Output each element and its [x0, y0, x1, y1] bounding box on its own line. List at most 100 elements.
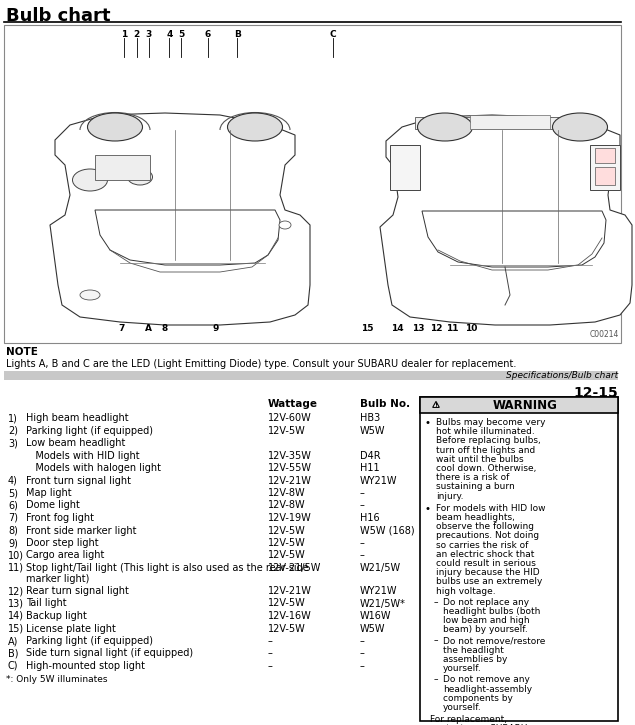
Text: H16: H16 — [360, 513, 380, 523]
Text: 12V-5W: 12V-5W — [268, 538, 305, 548]
Text: 8): 8) — [8, 526, 18, 536]
Bar — [390, 145, 420, 190]
Text: W5W: W5W — [360, 426, 385, 436]
Text: High beam headlight: High beam headlight — [26, 413, 129, 423]
Text: turn off the lights and: turn off the lights and — [436, 446, 535, 455]
Text: wait until the bulbs: wait until the bulbs — [436, 455, 524, 464]
Text: 15): 15) — [8, 624, 24, 634]
Ellipse shape — [279, 221, 291, 229]
Text: 12V-5W: 12V-5W — [268, 599, 305, 608]
Text: beam headlights,: beam headlights, — [436, 513, 515, 522]
Text: observe the following: observe the following — [436, 522, 534, 531]
Text: Door step light: Door step light — [26, 538, 98, 548]
Text: W21/5W: W21/5W — [360, 563, 401, 573]
Text: Front turn signal light: Front turn signal light — [26, 476, 131, 486]
Text: Front fog light: Front fog light — [26, 513, 94, 523]
Polygon shape — [380, 115, 632, 325]
Text: C): C) — [8, 661, 18, 671]
Text: high voltage.: high voltage. — [436, 587, 496, 596]
Bar — [4, 371, 618, 380]
Text: headlight bulbs (both: headlight bulbs (both — [443, 607, 540, 616]
Text: –: – — [434, 637, 439, 645]
Text: 12V-55W: 12V-55W — [268, 463, 312, 473]
Text: an electric shock that: an electric shock that — [436, 550, 535, 559]
Text: Bulbs may become very: Bulbs may become very — [436, 418, 545, 427]
Text: W21/5W*: W21/5W* — [360, 599, 406, 608]
Text: –: – — [360, 648, 365, 658]
Text: 3: 3 — [146, 30, 152, 39]
Bar — [590, 145, 620, 190]
Text: –: – — [268, 636, 273, 646]
Text: 2: 2 — [133, 30, 140, 39]
Text: yourself.: yourself. — [443, 703, 482, 712]
Text: 1): 1) — [8, 413, 18, 423]
Text: License plate light: License plate light — [26, 624, 116, 634]
Text: Parking light (if equipped): Parking light (if equipped) — [26, 636, 153, 646]
Ellipse shape — [72, 169, 107, 191]
Text: Stop light/Tail light (This light is also used as the rear side: Stop light/Tail light (This light is als… — [26, 563, 309, 573]
Text: 12-15: 12-15 — [573, 386, 618, 400]
Text: A: A — [145, 324, 152, 333]
Text: •: • — [425, 418, 431, 428]
Polygon shape — [50, 113, 310, 325]
Ellipse shape — [128, 169, 152, 185]
Text: 2): 2) — [8, 426, 18, 436]
Bar — [595, 167, 615, 185]
Text: W5W (168): W5W (168) — [360, 526, 415, 536]
Text: Front side marker light: Front side marker light — [26, 526, 137, 536]
Polygon shape — [432, 402, 439, 407]
Text: Dome light: Dome light — [26, 500, 80, 510]
Text: 9): 9) — [8, 538, 18, 548]
Text: H11: H11 — [360, 463, 380, 473]
Text: –: – — [360, 550, 365, 560]
Text: C00214: C00214 — [590, 330, 619, 339]
Text: 12V-8W: 12V-8W — [268, 500, 305, 510]
Text: –: – — [434, 598, 439, 607]
Bar — [470, 115, 550, 129]
Text: 12V-5W: 12V-5W — [268, 624, 305, 634]
Text: 13: 13 — [412, 324, 425, 333]
Text: 6): 6) — [8, 500, 18, 510]
Text: Specifications/Bulb chart: Specifications/Bulb chart — [506, 370, 618, 379]
Text: 3): 3) — [8, 438, 18, 448]
Text: •: • — [425, 504, 431, 514]
Text: *: Only 5W illuminates: *: Only 5W illuminates — [6, 674, 107, 684]
Bar — [95, 155, 150, 180]
Text: Bulb chart: Bulb chart — [6, 7, 110, 25]
Text: W5W: W5W — [360, 624, 385, 634]
Text: –: – — [360, 538, 365, 548]
Text: Models with halogen light: Models with halogen light — [26, 463, 161, 473]
Text: 1: 1 — [121, 30, 128, 39]
Text: headlight-assembly: headlight-assembly — [443, 684, 532, 694]
Text: so carries the risk of: so carries the risk of — [436, 541, 528, 550]
Text: 12V-21W: 12V-21W — [268, 586, 312, 596]
Text: !: ! — [434, 403, 438, 408]
Text: 12V-19W: 12V-19W — [268, 513, 312, 523]
Text: Lights A, B and C are the LED (Light Emitting Diode) type. Consult your SUBARU d: Lights A, B and C are the LED (Light Emi… — [6, 359, 516, 369]
Text: Low beam headlight: Low beam headlight — [26, 438, 125, 448]
Text: beam) by yourself.: beam) by yourself. — [443, 626, 528, 634]
Text: 6: 6 — [204, 30, 211, 39]
Text: components by: components by — [443, 694, 513, 703]
Text: 4: 4 — [166, 30, 173, 39]
Text: –: – — [360, 500, 365, 510]
Text: 12V-35W: 12V-35W — [268, 450, 312, 460]
Polygon shape — [422, 211, 606, 267]
Text: cool down. Otherwise,: cool down. Otherwise, — [436, 464, 537, 473]
Text: 8: 8 — [161, 324, 168, 333]
Text: –: – — [268, 648, 273, 658]
Text: For replacement,: For replacement, — [430, 715, 507, 724]
Text: bulbs use an extremely: bulbs use an extremely — [436, 577, 542, 587]
Text: High-mounted stop light: High-mounted stop light — [26, 661, 145, 671]
Bar — [420, 397, 618, 721]
Text: there is a risk of: there is a risk of — [436, 473, 509, 482]
Polygon shape — [95, 210, 280, 265]
Text: WY21W: WY21W — [360, 476, 398, 486]
Text: the headlight: the headlight — [443, 646, 504, 655]
Text: 12V-5W: 12V-5W — [268, 426, 305, 436]
Text: 14): 14) — [8, 611, 24, 621]
Text: 12: 12 — [430, 324, 442, 333]
Text: Do not remove any: Do not remove any — [443, 676, 530, 684]
Text: could result in serious: could result in serious — [436, 559, 536, 568]
Text: 9: 9 — [213, 324, 219, 333]
